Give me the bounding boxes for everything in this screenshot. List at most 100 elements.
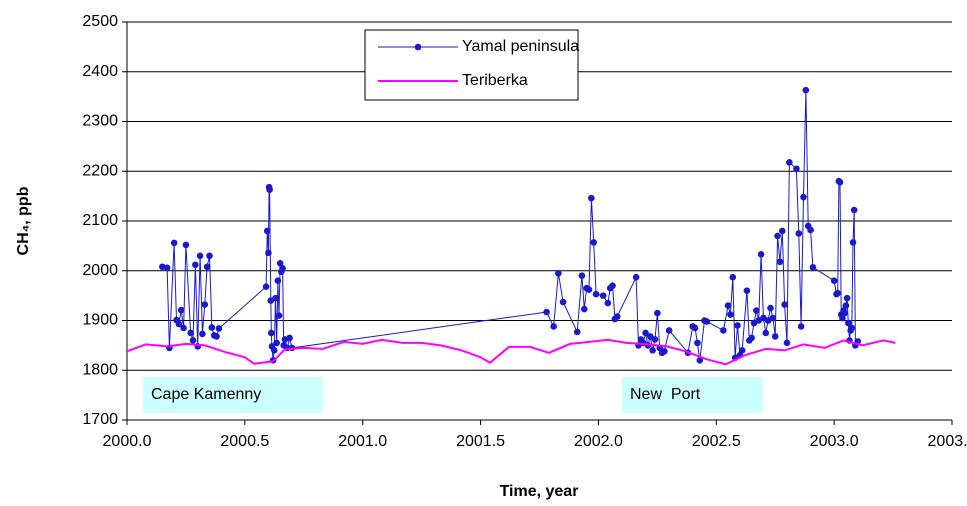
data-point	[604, 299, 612, 307]
data-point	[170, 239, 178, 247]
data-point	[206, 252, 213, 260]
data-point	[834, 289, 841, 297]
data-point	[696, 357, 704, 364]
data-point	[848, 324, 856, 332]
data-point	[613, 313, 621, 320]
data-point	[555, 269, 562, 277]
data-point	[793, 165, 800, 173]
data-point	[203, 263, 211, 271]
data-point	[724, 302, 732, 309]
data-point	[727, 311, 734, 318]
y-tick-label: 2100	[82, 212, 118, 229]
data-point	[632, 273, 640, 281]
x-tick-label: 2003.5	[928, 433, 967, 450]
data-point	[262, 283, 270, 290]
legend-label: Yamal peninsula	[462, 38, 579, 55]
data-point	[590, 239, 598, 246]
data-point	[694, 339, 701, 347]
data-point	[588, 194, 595, 202]
data-point	[272, 294, 279, 302]
data-point	[767, 304, 774, 312]
data-point	[795, 230, 803, 237]
data-point	[279, 264, 286, 272]
data-point	[585, 286, 593, 293]
annotation-box	[622, 377, 763, 413]
data-point	[703, 318, 711, 325]
data-point	[781, 301, 788, 308]
annotation: Cape Kamenny	[151, 386, 261, 403]
data-point	[769, 314, 777, 322]
annotation-box	[143, 377, 323, 413]
data-point	[776, 258, 784, 266]
y-tick-label: 2400	[82, 63, 118, 80]
data-point	[274, 277, 282, 285]
data-point	[187, 329, 194, 337]
data-point	[809, 263, 817, 271]
data-point	[609, 282, 616, 289]
data-point	[550, 323, 557, 330]
data-point	[175, 320, 183, 328]
data-point	[208, 324, 216, 331]
x-tick-label: 2000.5	[220, 433, 269, 450]
legend-marker	[414, 43, 422, 51]
legend-box	[364, 29, 579, 101]
data-point	[842, 302, 850, 309]
data-point	[802, 86, 810, 94]
data-point	[649, 347, 656, 354]
data-point	[844, 319, 852, 327]
data-point	[757, 251, 765, 258]
data-point	[267, 329, 275, 337]
data-point	[753, 307, 760, 314]
y-tick-label: 1800	[82, 361, 118, 378]
x-tick-label: 2001.0	[338, 433, 387, 450]
data-point	[266, 186, 273, 193]
x-tick-label: 2001.5	[456, 433, 505, 450]
x-tick-label: 2000.0	[103, 433, 152, 450]
data-point	[180, 324, 187, 332]
data-point	[651, 336, 659, 343]
y-tick-label: 1700	[82, 411, 118, 428]
data-point	[276, 259, 284, 267]
y-tick-label: 2300	[82, 113, 118, 130]
data-point	[182, 241, 190, 249]
data-point	[797, 323, 805, 330]
data-point	[661, 348, 668, 355]
data-point	[201, 301, 209, 308]
y-tick-label: 2200	[82, 162, 118, 179]
data-point	[543, 308, 550, 316]
data-point	[654, 309, 661, 317]
data-point	[807, 226, 814, 234]
data-point	[573, 328, 581, 336]
y-axis-label: CH₄, ppb	[15, 186, 32, 255]
data-point	[843, 294, 851, 302]
data-point	[199, 330, 206, 338]
data-point	[642, 329, 649, 337]
data-point	[771, 333, 779, 340]
data-point	[559, 298, 567, 306]
data-point	[836, 178, 844, 186]
data-point	[841, 309, 849, 317]
data-point	[850, 206, 858, 214]
data-point	[599, 292, 607, 299]
data-point	[192, 261, 199, 269]
data-point	[196, 252, 204, 260]
data-point	[800, 193, 807, 201]
data-point	[743, 287, 751, 294]
data-point	[646, 333, 654, 340]
data-point	[830, 277, 838, 285]
data-point	[691, 324, 699, 332]
x-tick-label: 2002.0	[574, 433, 623, 450]
data-point	[275, 312, 283, 319]
data-point	[734, 322, 741, 329]
data-point	[177, 306, 185, 314]
x-tick-label: 2002.5	[692, 433, 741, 450]
data-point	[286, 334, 293, 342]
data-point	[774, 232, 781, 240]
y-tick-label: 1900	[82, 312, 118, 329]
data-point	[762, 329, 770, 337]
data-point	[778, 227, 786, 235]
data-point	[783, 339, 791, 347]
data-point	[839, 314, 846, 322]
x-axis-label: Time, year	[500, 483, 579, 500]
